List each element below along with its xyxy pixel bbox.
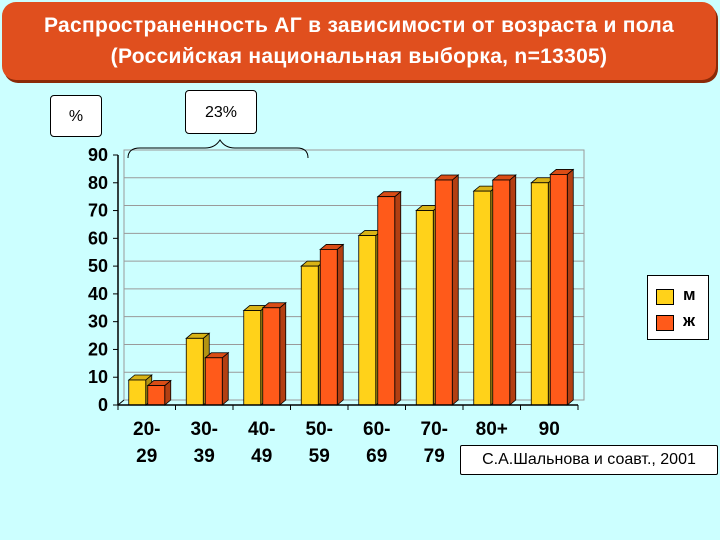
plot-back-wall <box>123 149 585 401</box>
x-tick-label: 70- <box>421 419 448 440</box>
legend-item-men: м <box>656 285 706 307</box>
y-tick-label: 60 <box>88 228 108 248</box>
x-tick-label: 30- <box>191 419 218 440</box>
title-banner: Распространенность АГ в зависимости от в… <box>2 2 716 80</box>
y-tick-label: 70 <box>88 201 108 221</box>
y-axis-unit-label: % <box>50 95 102 137</box>
y-tick-label: 50 <box>88 256 108 276</box>
bracket-line <box>127 139 309 159</box>
bar-women <box>491 174 517 406</box>
x-tick-label-line2: 39 <box>194 446 215 467</box>
x-tick-label-line2: 29 <box>136 446 157 467</box>
bracket-annotation <box>127 139 309 159</box>
x-tick-label-line2: 69 <box>366 446 387 467</box>
legend-item-women: ж <box>656 311 706 333</box>
bar-women <box>319 243 345 406</box>
x-tick-label-line2: 79 <box>424 446 445 467</box>
x-tick-label: 60- <box>363 419 390 440</box>
legend-label-men: м <box>683 285 696 304</box>
x-tick-label: 90 <box>539 419 560 440</box>
x-tick-label: 40- <box>248 419 275 440</box>
chart-title: Распространенность АГ в зависимости от в… <box>43 14 674 37</box>
y-tick-label: 90 <box>88 145 108 165</box>
y-tick-label: 10 <box>88 367 108 387</box>
y-tick-label: 20 <box>88 339 108 359</box>
bar-women <box>434 174 460 406</box>
x-tick-label: 80+ <box>476 419 508 440</box>
legend-label-women: ж <box>683 311 696 330</box>
bar-women <box>376 190 402 406</box>
bar-women <box>261 301 287 406</box>
bar-women <box>204 351 230 406</box>
x-tick-label-line2: 59 <box>309 446 330 467</box>
x-tick-label-line2: 49 <box>251 446 272 467</box>
y-tick-label: 30 <box>88 312 108 332</box>
bar-women <box>549 168 575 406</box>
legend: м ж <box>647 275 709 340</box>
chart-subtitle: (Российская национальная выборка, n=1330… <box>110 45 608 68</box>
y-tick-labels: 0 10 20 30 40 50 60 70 80 90 <box>88 145 108 415</box>
bar-women <box>146 379 172 406</box>
y-tick-label: 80 <box>88 173 108 193</box>
y-tick-label: 0 <box>98 395 108 415</box>
y-tick-label: 40 <box>88 284 108 304</box>
x-tick-labels: 20- 29 30- 39 40- 49 50- 59 60- 69 70- 79 80+ 90 <box>133 419 560 467</box>
bracket-annotation-label: 23% <box>185 90 257 134</box>
axis-depth-edge <box>117 399 125 406</box>
x-tick-label: 20- <box>133 419 160 440</box>
bars <box>127 168 575 406</box>
x-tick-label: 50- <box>306 419 333 440</box>
axes <box>113 154 579 410</box>
legend-swatch-men <box>656 289 674 305</box>
citation: С.А.Шальнова и соавт., 2001 <box>460 445 718 475</box>
legend-swatch-women <box>656 315 674 331</box>
